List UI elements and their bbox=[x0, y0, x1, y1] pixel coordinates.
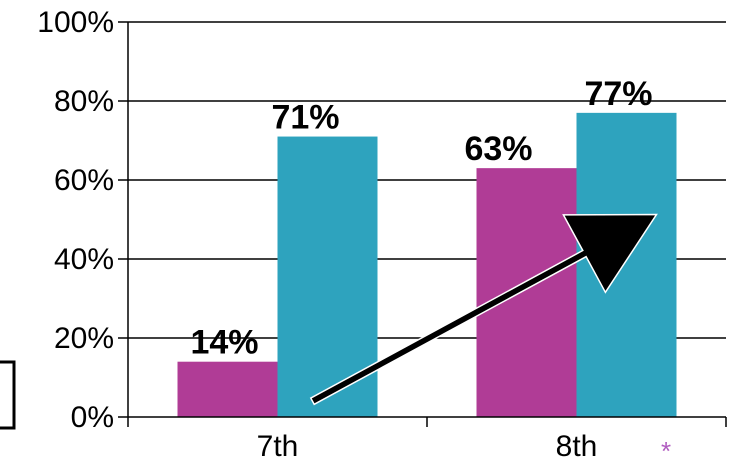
annotations: * bbox=[0, 213, 671, 463]
labels: 0% 20% 40% 60% 80% 100% 7th 8th 14% 63% 71% 77% bbox=[37, 6, 652, 463]
y-tick-label-3: 60% bbox=[54, 164, 114, 197]
bar-series0-7th bbox=[177, 361, 278, 417]
y-tick-label-1: 20% bbox=[54, 322, 114, 355]
left-bracket-mark bbox=[0, 360, 16, 430]
y-tick-label-4: 80% bbox=[54, 85, 114, 118]
data-label-series0-8th: 63% bbox=[464, 130, 532, 168]
footnote-asterisk: * bbox=[661, 436, 671, 463]
y-tick-label-2: 40% bbox=[54, 243, 114, 276]
y-tick-label-0: 0% bbox=[71, 401, 114, 434]
data-label-series0-7th: 14% bbox=[190, 324, 258, 362]
axes bbox=[118, 21, 727, 427]
trend-arrow-icon bbox=[309, 213, 658, 406]
data-label-series1-7th: 71% bbox=[271, 99, 339, 137]
bar-series0-8th bbox=[476, 168, 577, 417]
y-tick-label-5: 100% bbox=[37, 6, 114, 39]
x-tick-label-7th: 7th bbox=[257, 430, 299, 463]
x-tick-label-8th: 8th bbox=[556, 430, 598, 463]
data-label-series1-8th: 77% bbox=[584, 75, 652, 113]
